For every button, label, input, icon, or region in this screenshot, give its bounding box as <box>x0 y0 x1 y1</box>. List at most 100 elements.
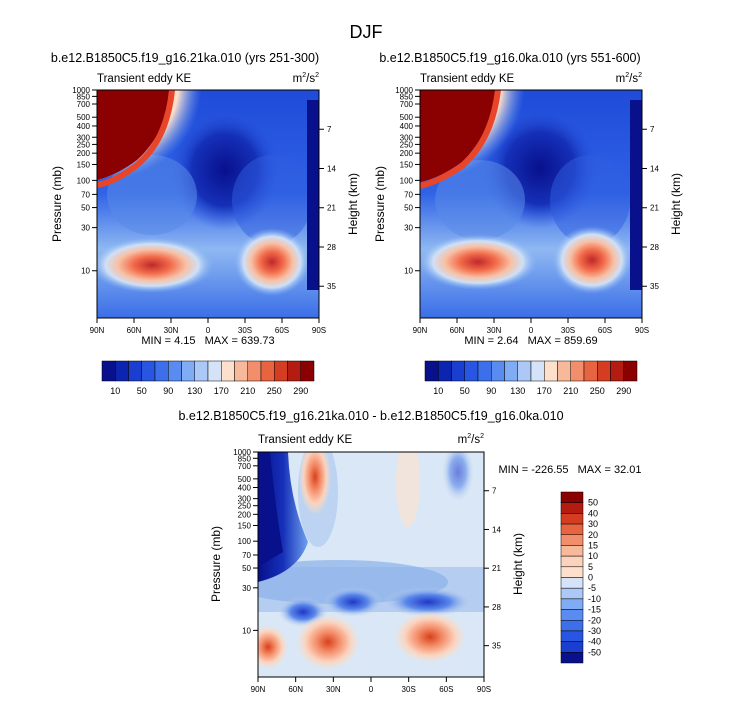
colorbar-swatch <box>560 630 584 642</box>
colorbar-swatch <box>464 360 479 382</box>
colorbar-swatch <box>477 360 492 382</box>
y-tick-label: 1000 <box>395 86 413 95</box>
colorbar-swatch <box>221 360 235 382</box>
colorbar-21ka: 10 50 90 130 170 210 250 290 <box>101 360 315 396</box>
colorbar-swatch <box>583 360 598 382</box>
y-tick-label: 100 <box>238 537 252 546</box>
y-tick-label: 70 <box>242 551 251 560</box>
y2-axis-label: Height (km) <box>346 173 360 235</box>
x-tick-label: 0 <box>369 685 374 694</box>
y-tick-label: 250 <box>77 140 91 149</box>
colorbar-label: 290 <box>293 386 308 396</box>
colorbar-label: -5 <box>588 583 596 593</box>
y-tick-label: 500 <box>400 113 414 122</box>
y-axis-label: Pressure (mb) <box>373 166 387 242</box>
colorbar-label: -15 <box>588 605 601 615</box>
x-tick-label: 30N <box>164 326 179 335</box>
y2-tick-label: 7 <box>650 125 655 134</box>
y-tick-label: 70 <box>81 190 90 199</box>
panel-subtitle: Transient eddy KE <box>420 73 515 85</box>
panel-title: b.e12.B1850C5.f19_g16.21ka.010 (yrs 251-… <box>51 51 319 65</box>
colorbar-swatch <box>234 360 248 382</box>
x-tick-label: 90S <box>635 326 649 335</box>
x-tick-label: 60N <box>127 326 142 335</box>
y-tick-label: 30 <box>404 224 413 233</box>
contour-field <box>258 452 484 677</box>
stats-text: MIN = 2.64 MAX = 859.69 <box>464 335 597 347</box>
y-tick-label: 400 <box>400 122 414 131</box>
y2-tick-label: 21 <box>492 564 501 573</box>
y-tick-label: 500 <box>238 475 252 484</box>
colorbar-label: 210 <box>240 386 255 396</box>
x-tick-label: 90N <box>413 326 428 335</box>
colorbar-swatch <box>274 360 288 382</box>
colorbar-swatch <box>560 598 584 610</box>
colorbar-swatch <box>560 555 584 568</box>
y2-tick-label: 28 <box>650 243 659 252</box>
colorbar-swatch <box>623 360 638 382</box>
y2-tick-label: 7 <box>492 487 497 496</box>
colorbar-swatch <box>517 360 532 382</box>
colorbar-swatch <box>247 360 262 382</box>
x-ticks: 90N 60N 30N 0 30S 60S 90S <box>251 677 491 694</box>
x-tick-label: 30S <box>561 326 575 335</box>
colorbar-label: 210 <box>563 386 578 396</box>
panel-subtitle: Transient eddy KE <box>97 73 192 85</box>
colorbar-label: 170 <box>214 386 229 396</box>
colorbar-swatch <box>287 360 301 382</box>
colorbar-label: 50 <box>137 386 147 396</box>
x-tick-label: 90S <box>312 326 326 335</box>
colorbar-swatch <box>424 360 439 382</box>
x-tick-label: 60N <box>288 685 303 694</box>
y-tick-label: 850 <box>400 92 414 101</box>
x-tick-label: 90N <box>251 685 266 694</box>
units-label: m2/s2 <box>293 72 319 85</box>
colorbar-swatch <box>141 360 156 382</box>
x-tick-label: 0 <box>206 326 211 335</box>
panel-title: b.e12.B1850C5.f19_g16.0ka.010 (yrs 551-6… <box>379 51 640 65</box>
y2-tick-label: 28 <box>327 243 336 252</box>
colorbar-label: 90 <box>163 386 173 396</box>
y-tick-label: 1000 <box>72 86 90 95</box>
colorbar-label: 20 <box>588 530 598 540</box>
panel-subtitle: Transient eddy KE <box>258 434 353 446</box>
colorbar-swatch <box>560 652 584 664</box>
colorbar-swatch <box>560 502 584 514</box>
figure-title: DJF <box>350 22 383 42</box>
x-tick-label: 30N <box>326 685 341 694</box>
y-tick-label: 150 <box>77 160 91 169</box>
colorbar-swatch <box>451 360 465 382</box>
y2-tick-label: 35 <box>327 282 336 291</box>
y-tick-label: 500 <box>77 113 91 122</box>
panel-title: b.e12.B1850C5.f19_g16.21ka.010 - b.e12.B… <box>178 409 563 423</box>
colorbar-label: 290 <box>616 386 631 396</box>
colorbar-swatch <box>560 641 584 653</box>
colorbar-swatch <box>300 360 315 382</box>
y2-tick-label: 14 <box>492 525 501 534</box>
colorbar-label: -40 <box>588 637 601 647</box>
colorbar-swatch <box>194 360 209 382</box>
panel-21ka: b.e12.B1850C5.f19_g16.21ka.010 (yrs 251-… <box>50 51 360 347</box>
colorbar-swatch <box>260 360 275 382</box>
y-tick-label: 150 <box>238 521 252 530</box>
y-tick-label: 200 <box>77 149 91 158</box>
colorbar-label: 15 <box>588 540 598 550</box>
colorbar-swatch <box>570 360 585 382</box>
contour-field <box>97 90 319 318</box>
colorbar-label: 250 <box>267 386 282 396</box>
y2-ticks: 35 28 21 14 7 <box>319 125 336 291</box>
colorbar-0ka: 10 50 90 130 170 210 250 290 <box>424 360 638 396</box>
x-tick-label: 30S <box>238 326 252 335</box>
colorbar-swatch <box>560 577 584 589</box>
y2-tick-label: 21 <box>327 204 336 213</box>
y2-axis-label: Height (km) <box>511 533 525 595</box>
y-tick-label: 10 <box>404 267 413 276</box>
colorbar-swatch <box>181 360 195 382</box>
units-label: m2/s2 <box>458 433 484 446</box>
y2-tick-label: 28 <box>492 603 501 612</box>
colorbar-swatch <box>560 523 584 535</box>
y-tick-label: 700 <box>400 100 414 109</box>
colorbar-label: 40 <box>588 508 598 518</box>
colorbar-swatch <box>491 360 505 382</box>
